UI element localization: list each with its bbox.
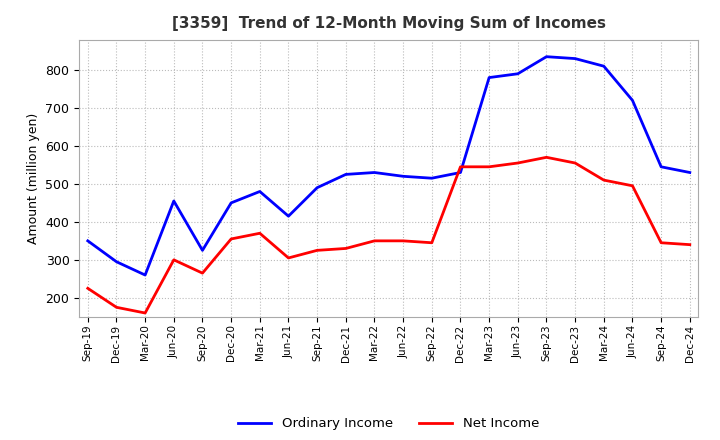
Ordinary Income [542, 54, 551, 59]
Net Income [370, 238, 379, 243]
Ordinary Income [112, 259, 121, 264]
Net Income [169, 257, 178, 263]
Net Income [312, 248, 321, 253]
Net Income [112, 304, 121, 310]
Ordinary Income [399, 174, 408, 179]
Ordinary Income [198, 248, 207, 253]
Line: Ordinary Income: Ordinary Income [88, 57, 690, 275]
Line: Net Income: Net Income [88, 158, 690, 313]
Ordinary Income [284, 213, 293, 219]
Net Income [256, 231, 264, 236]
Ordinary Income [628, 98, 636, 103]
Net Income [341, 246, 350, 251]
Net Income [141, 310, 150, 315]
Ordinary Income [657, 164, 665, 169]
Ordinary Income [600, 63, 608, 69]
Net Income [399, 238, 408, 243]
Net Income [84, 286, 92, 291]
Ordinary Income [571, 56, 580, 61]
Ordinary Income [227, 200, 235, 205]
Net Income [600, 177, 608, 183]
Net Income [571, 160, 580, 165]
Net Income [542, 155, 551, 160]
Ordinary Income [456, 170, 465, 175]
Net Income [456, 164, 465, 169]
Ordinary Income [485, 75, 493, 80]
Net Income [284, 255, 293, 260]
Net Income [428, 240, 436, 246]
Ordinary Income [428, 176, 436, 181]
Net Income [685, 242, 694, 247]
Ordinary Income [169, 198, 178, 204]
Ordinary Income [312, 185, 321, 191]
Title: [3359]  Trend of 12-Month Moving Sum of Incomes: [3359] Trend of 12-Month Moving Sum of I… [172, 16, 606, 32]
Y-axis label: Amount (million yen): Amount (million yen) [27, 113, 40, 244]
Ordinary Income [370, 170, 379, 175]
Net Income [227, 236, 235, 242]
Net Income [628, 183, 636, 188]
Net Income [198, 271, 207, 276]
Ordinary Income [685, 170, 694, 175]
Ordinary Income [513, 71, 522, 77]
Net Income [513, 160, 522, 165]
Ordinary Income [84, 238, 92, 243]
Legend: Ordinary Income, Net Income: Ordinary Income, Net Income [233, 412, 544, 436]
Ordinary Income [141, 272, 150, 278]
Ordinary Income [341, 172, 350, 177]
Ordinary Income [256, 189, 264, 194]
Net Income [657, 240, 665, 246]
Net Income [485, 164, 493, 169]
